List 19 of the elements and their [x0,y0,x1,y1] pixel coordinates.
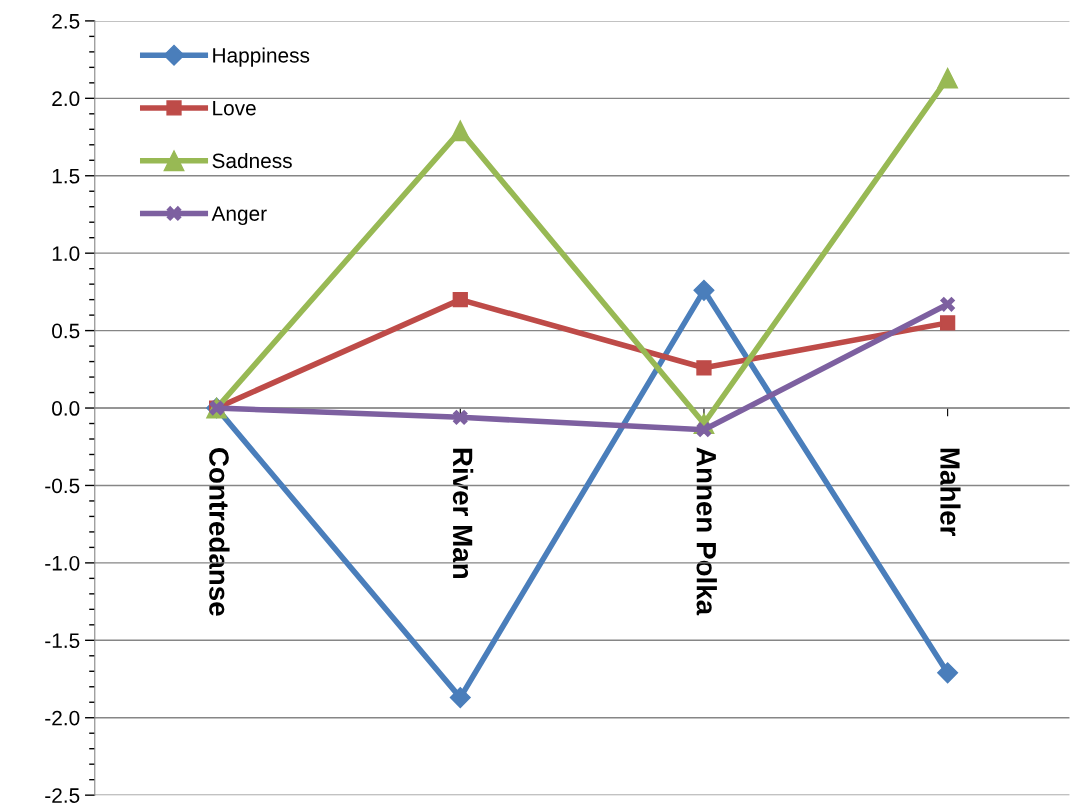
x-tick-label: River Man [452,448,474,578]
y-tick-label: -2.0 [45,710,80,726]
x-tick-label: Contredanse [209,448,230,616]
y-tick-label: -1.5 [45,633,80,649]
y-tick-label: 1.5 [52,168,80,184]
legend-label: Anger [211,206,267,226]
y-tick-label: 2.0 [52,91,80,107]
x-tick-label: Mahler [940,448,961,537]
y-tick-label: -2.5 [45,788,80,803]
x-tick-label: Annen Polka [696,447,717,616]
y-tick-label: 1.0 [52,246,80,261]
y-tick-label: -0.5 [45,478,80,494]
y-tick-label: -1.0 [45,555,80,571]
y-tick-label: 0.0 [52,401,80,416]
legend-label: Happiness [213,47,310,67]
legend-label: Love [213,100,256,116]
legend-label: Sadness [212,152,292,169]
y-tick-label: 2.5 [52,13,80,29]
y-tick-label: 0.5 [52,323,80,339]
